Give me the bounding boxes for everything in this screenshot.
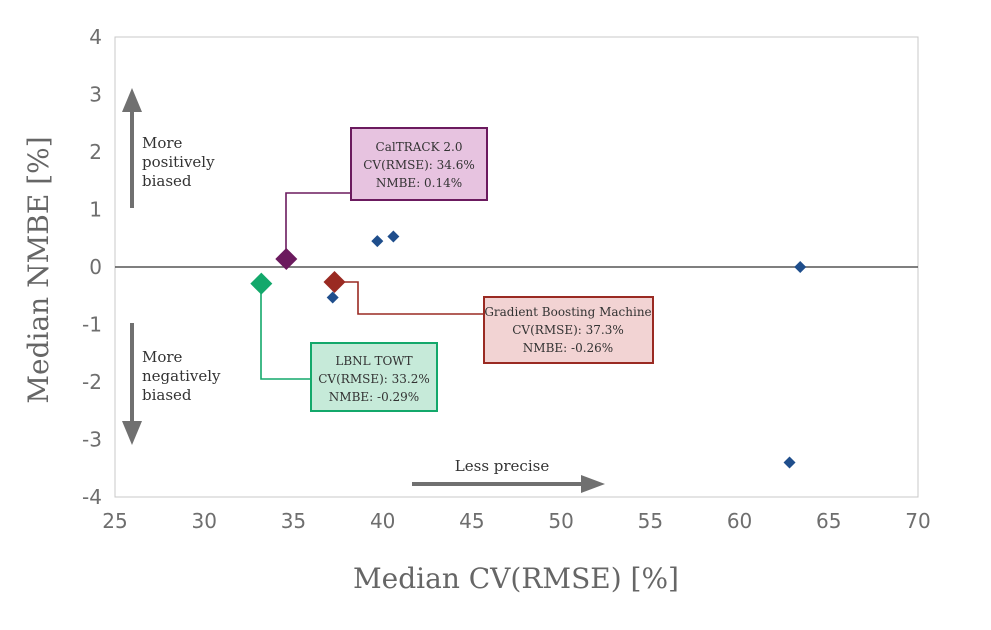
negative-note-line-2: negatively [142, 367, 221, 385]
caltrack-annotation: CalTRACK 2.0 CV(RMSE): 34.6% NMBE: 0.14% [350, 127, 488, 201]
x-tick-label: 45 [459, 509, 484, 533]
gbm-leader-line [333, 281, 486, 315]
precision-note: Less precise [412, 457, 605, 493]
y-tick-label: 2 [89, 140, 102, 164]
y-tick-label: 0 [89, 255, 102, 279]
towt-marker [250, 272, 273, 295]
x-tick-label: 40 [370, 509, 395, 533]
gbm-cvrmse: CV(RMSE): 37.3% [512, 323, 624, 337]
caltrack-leader-line [285, 192, 351, 259]
precision-note-text: Less precise [455, 457, 550, 475]
caltrack-cvrmse: CV(RMSE): 34.6% [363, 158, 475, 172]
data-point [326, 291, 339, 304]
positive-note-line-3: biased [142, 172, 192, 190]
x-tick-label: 55 [638, 509, 663, 533]
gbm-annotation: Gradient Boosting Machine CV(RMSE): 37.3… [483, 296, 654, 364]
x-tick-label: 70 [905, 509, 930, 533]
towt-label: LBNL TOWT [335, 354, 412, 368]
x-tick-label: 60 [727, 509, 752, 533]
positive-bias-note: More positively biased [122, 88, 215, 208]
right-arrow-icon [581, 475, 605, 493]
down-arrow-icon [122, 421, 142, 445]
caltrack-marker [275, 247, 298, 270]
gbm-label: Gradient Boosting Machine [484, 305, 651, 319]
up-arrow-icon [122, 88, 142, 112]
data-point [371, 235, 384, 248]
y-axis-title: Median NMBE [%] [22, 136, 55, 403]
towt-leader-line [260, 284, 311, 380]
gbm-box [483, 296, 654, 364]
y-tick-label: 3 [89, 83, 102, 107]
y-tick-label: -2 [82, 370, 102, 394]
towt-box [310, 342, 438, 412]
x-tick-label: 30 [191, 509, 216, 533]
gbm-nmbe: NMBE: -0.26% [523, 341, 613, 355]
towt-nmbe: NMBE: -0.29% [329, 390, 419, 404]
data-point [387, 230, 400, 243]
caltrack-box [350, 127, 488, 201]
x-tick-label: 25 [102, 509, 127, 533]
x-tick-label: 65 [816, 509, 841, 533]
positive-note-line-1: More [142, 134, 183, 152]
y-tick-label: -1 [82, 313, 102, 337]
y-tick-label: 4 [89, 25, 102, 49]
gbm-marker [323, 270, 346, 293]
caltrack-nmbe: NMBE: 0.14% [376, 176, 462, 190]
negative-note-line-1: More [142, 348, 183, 366]
towt-cvrmse: CV(RMSE): 33.2% [318, 372, 430, 386]
negative-bias-note: More negatively biased [122, 323, 221, 445]
x-axis-title: Median CV(RMSE) [%] [353, 562, 679, 595]
negative-note-line-3: biased [142, 386, 192, 404]
caltrack-label: CalTRACK 2.0 [376, 140, 463, 154]
data-point [794, 261, 807, 273]
x-tick-label: 50 [548, 509, 573, 533]
data-point [783, 456, 796, 469]
y-tick-label: -3 [82, 428, 102, 452]
x-tick-label: 35 [281, 509, 306, 533]
y-tick-label: 1 [89, 198, 102, 222]
y-tick-label: -4 [82, 485, 102, 509]
positive-note-line-2: positively [142, 153, 215, 171]
towt-annotation: LBNL TOWT CV(RMSE): 33.2% NMBE: -0.29% [310, 342, 438, 412]
